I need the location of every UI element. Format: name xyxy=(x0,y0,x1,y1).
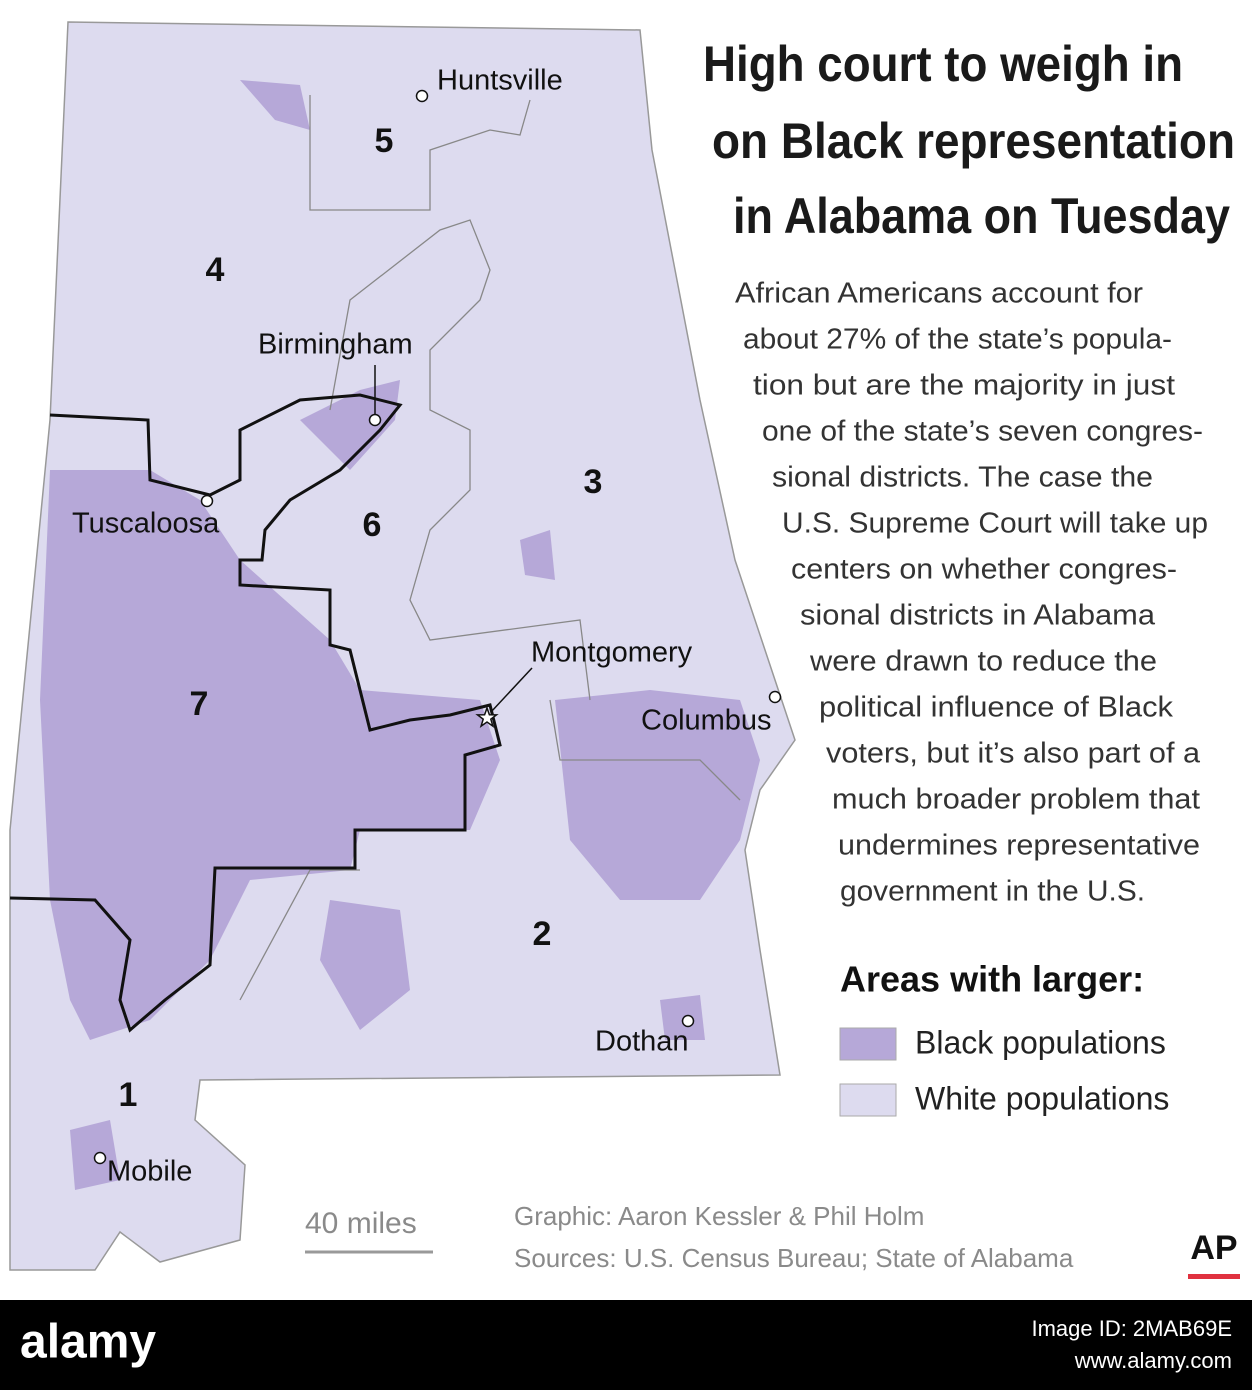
body-line: sional districts. The case the xyxy=(772,462,1153,494)
city-dot xyxy=(768,690,782,704)
body-line: undermines representative xyxy=(838,830,1200,862)
city-label: Mobile xyxy=(107,1156,192,1188)
city-dot xyxy=(93,1151,107,1165)
body-line: U.S. Supreme Court will take up xyxy=(782,508,1208,540)
legend-label: White populations xyxy=(915,1080,1169,1116)
district-number: 2 xyxy=(533,915,552,953)
image-id: Image ID: 2MAB69E xyxy=(1031,1316,1232,1341)
title-line: High court to weigh in xyxy=(703,36,1183,92)
district-number: 6 xyxy=(363,506,382,544)
watermark-url: www.alamy.com xyxy=(1074,1348,1232,1373)
body-line: centers on whether congres- xyxy=(791,554,1177,586)
body-line: much broader problem that xyxy=(832,784,1200,816)
body-line: African Americans account for xyxy=(735,278,1143,310)
city-label: Montgomery xyxy=(531,637,693,669)
legend-swatch xyxy=(839,1083,897,1117)
map: 1 2 3 4 5 6 7 Huntsville Birmingham Tuscaloosa Mon… xyxy=(9,21,796,1271)
watermark-bar xyxy=(0,1300,1252,1390)
body-line: government in the U.S. xyxy=(840,876,1145,908)
body-line: were drawn to reduce the xyxy=(809,646,1157,678)
body-line: about 27% of the state’s popula- xyxy=(743,324,1172,356)
district-number: 7 xyxy=(190,685,209,723)
city-dot xyxy=(368,413,382,427)
watermark-brand: alamy xyxy=(20,1316,156,1369)
logo-underline xyxy=(1188,1274,1240,1279)
credit: Graphic: Aaron Kessler & Phil Holm xyxy=(514,1201,924,1231)
district-number: 1 xyxy=(119,1076,138,1114)
credit: Sources: U.S. Census Bureau; State of Al… xyxy=(514,1243,1074,1273)
city-dot xyxy=(200,494,214,508)
city-label: Columbus xyxy=(641,705,772,737)
district-lines xyxy=(239,95,741,1001)
body-line: political influence of Black xyxy=(819,692,1174,724)
ap-logo: AP xyxy=(1190,1229,1237,1267)
title-line: on Black representation xyxy=(712,113,1235,169)
body-line: one of the state’s seven congres- xyxy=(762,416,1203,448)
city-label: Huntsville xyxy=(437,65,563,97)
city-dot xyxy=(681,1014,695,1028)
leader-line xyxy=(490,667,533,713)
legend-label: Black populations xyxy=(915,1024,1166,1060)
city-dot xyxy=(415,89,429,103)
district-7-boundary xyxy=(9,393,502,1033)
body-line: voters, but it’s also part of a xyxy=(826,738,1201,770)
title-line: in Alabama on Tuesday xyxy=(733,188,1230,244)
city-label: Birmingham xyxy=(258,329,413,361)
legend-title: Areas with larger: xyxy=(840,959,1144,1000)
district-number: 4 xyxy=(206,251,225,289)
legend-swatch xyxy=(839,1027,897,1061)
black-population-areas xyxy=(40,80,760,1190)
scale-label: 40 miles xyxy=(305,1207,417,1240)
district-number: 3 xyxy=(584,463,603,501)
district-number: 5 xyxy=(375,122,394,160)
city-label: Tuscaloosa xyxy=(72,508,220,540)
body-line: tion but are the majority in just xyxy=(753,370,1175,402)
city-label: Dothan xyxy=(595,1026,689,1058)
body-line: sional districts in Alabama xyxy=(800,600,1156,632)
capital-star xyxy=(475,705,499,728)
